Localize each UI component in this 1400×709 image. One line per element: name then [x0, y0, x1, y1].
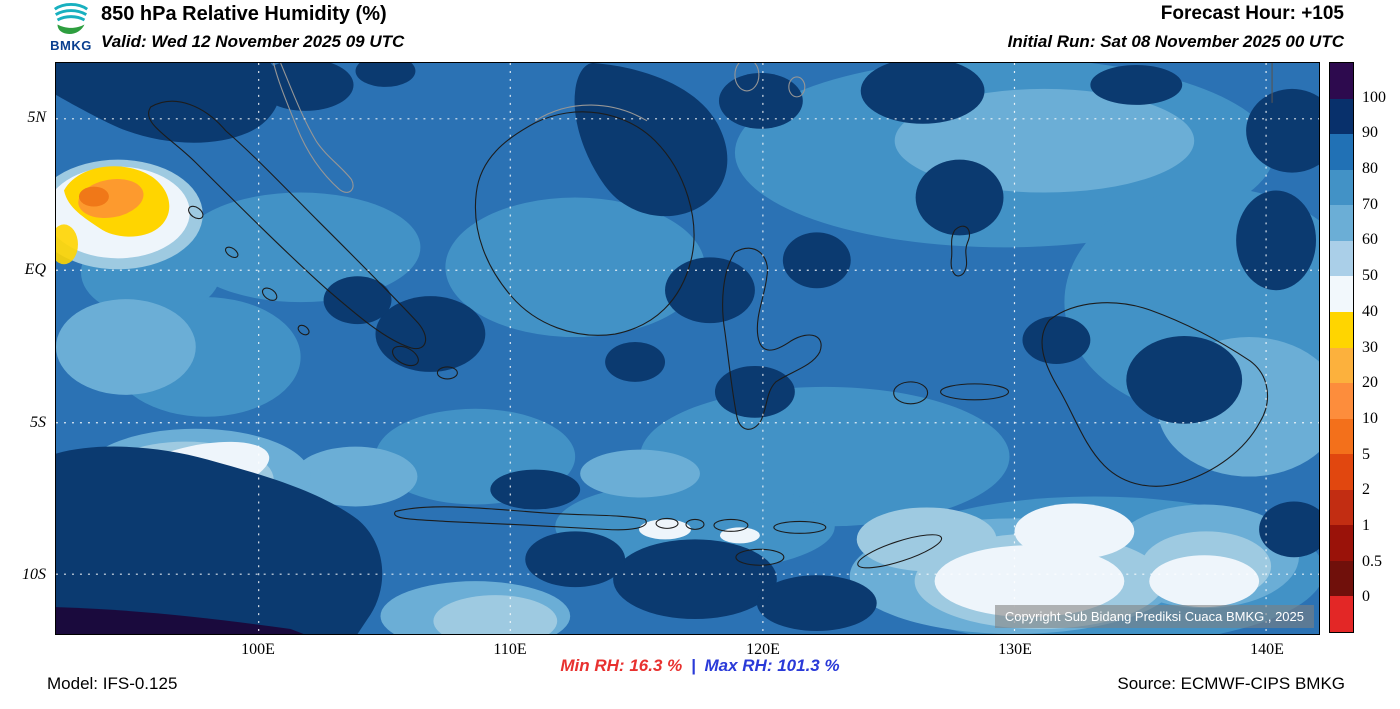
rh-over-100-contour [56, 607, 304, 634]
lon-label-130e: 130E [998, 641, 1032, 658]
colorbar-tick-label: 2 [1362, 481, 1370, 499]
colorbar-segment [1330, 134, 1353, 170]
coastlines-gray [273, 63, 1273, 193]
colorbar-segment [1330, 347, 1353, 384]
colorbar-segment [1330, 560, 1353, 597]
colorbar-segments [1329, 62, 1354, 633]
page-title: 850 hPa Relative Humidity (%) [101, 3, 387, 25]
minmax-rh-line: Min RH: 16.3 % | Max RH: 101.3 % [560, 656, 839, 676]
gridlines [56, 63, 1319, 634]
colorbar-tick-label: 20 [1362, 374, 1378, 392]
lat-label-5n: 5N [27, 109, 46, 126]
colorbar-tick-label: 30 [1362, 338, 1378, 356]
rh-dry-cores [56, 166, 170, 500]
lon-label-100e: 100E [241, 641, 275, 658]
valid-time-label: Valid: Wed 12 November 2025 09 UTC [101, 32, 405, 51]
model-label: Model: IFS-0.125 [47, 674, 178, 693]
colorbar-tick-label: 60 [1362, 231, 1378, 249]
min-rh-label: Min RH: 16.3 % [560, 656, 683, 675]
colorbar-tick-label: 10 [1362, 409, 1378, 427]
colorbar-segment [1330, 276, 1353, 312]
copyright-watermark: Copyright Sub Bidang Prediksi Cuaca BMKG… [994, 605, 1314, 628]
forecast-hour-label: Forecast Hour: +105 [1160, 3, 1344, 24]
colorbar-tick-label: 80 [1362, 160, 1378, 178]
source-label: Source: ECMWF-CIPS BMKG [1117, 674, 1345, 693]
colorbar-segment [1330, 489, 1353, 526]
bmkg-logo: BMKG [44, 2, 98, 53]
minmax-separator: | [690, 656, 696, 675]
colorbar-tick-label: 1 [1362, 516, 1370, 534]
colorbar-ticks: 100 90 80 70 60 50 40 30 20 10 5 2 1 0.5 0 [1362, 62, 1400, 633]
colorbar-tick-label: 40 [1362, 302, 1378, 320]
lat-label-eq: EQ [24, 261, 46, 278]
colorbar-tick-label: 100 [1362, 88, 1386, 106]
colorbar-segment [1330, 169, 1353, 206]
rh-90-100-contours [56, 63, 1319, 634]
lon-label-120e: 120E [746, 641, 780, 658]
colorbar-segment [1330, 63, 1353, 99]
colorbar-tick-label: 50 [1362, 267, 1378, 285]
colorbar-segment [1330, 418, 1353, 455]
bmkg-logo-icon [53, 3, 89, 34]
colorbar-segment [1330, 383, 1353, 419]
colorbar-segment [1330, 525, 1353, 561]
max-rh-label: Max RH: 101.3 % [704, 656, 840, 675]
colorbar-segment [1330, 596, 1353, 632]
colorbar-segment [1330, 98, 1353, 135]
colorbar-segment [1330, 454, 1353, 490]
humidity-field [56, 63, 1319, 634]
initial-run-label: Initial Run: Sat 08 November 2025 00 UTC [1007, 32, 1344, 51]
colorbar-tick-label: 0 [1362, 588, 1370, 606]
lat-label-10s: 10S [22, 566, 46, 583]
colorbar-tick-label: 90 [1362, 124, 1378, 142]
colorbar-segment [1330, 240, 1353, 277]
lon-label-110e: 110E [493, 641, 527, 658]
coastlines-black [148, 100, 1268, 569]
colorbar-tick-label: 70 [1362, 195, 1378, 213]
colorbar-segment [1330, 311, 1353, 348]
lon-label-140e: 140E [1250, 641, 1284, 658]
colorbar-segment [1330, 205, 1353, 241]
lat-label-5s: 5S [30, 414, 46, 431]
colorbar-tick-label: 5 [1362, 445, 1370, 463]
humidity-map: Copyright Sub Bidang Prediksi Cuaca BMKG… [55, 62, 1320, 635]
colorbar-tick-label: 0.5 [1362, 552, 1382, 570]
bmkg-logo-text: BMKG [50, 38, 92, 53]
